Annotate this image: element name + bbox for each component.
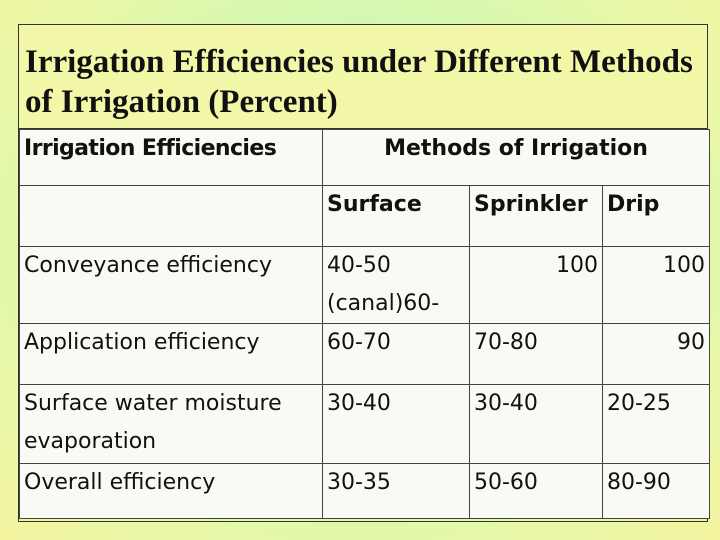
- table-row: Overall efficiency 30-35 50-60 80-90: [19, 463, 710, 519]
- table-row: Application efficiency 60-70 70-80 90: [19, 323, 710, 385]
- table-header-row: Irrigation Efficiencies Methods of Irrig…: [19, 129, 710, 186]
- row-label: Overall efficiency: [19, 463, 323, 519]
- cell-sprinkler: 50-60: [469, 463, 603, 519]
- cell-surface: 60-70: [322, 323, 470, 385]
- cell-sprinkler: 70-80: [469, 323, 603, 385]
- title-box: Irrigation Efficiencies under Different …: [19, 25, 707, 129]
- cell-sprinkler: 100: [469, 246, 603, 324]
- subheader-empty-cell: [19, 185, 323, 247]
- cell-drip: 90: [602, 323, 710, 385]
- slide: Irrigation Efficiencies under Different …: [18, 24, 710, 522]
- subheader-sprinkler: Sprinkler: [469, 185, 603, 247]
- subheader-surface: Surface: [322, 185, 470, 247]
- row-label: Application efficiency: [19, 323, 323, 385]
- cell-drip: 80-90: [602, 463, 710, 519]
- cell-surface: 30-40: [322, 384, 470, 464]
- row-label: Conveyance efficiency: [19, 246, 323, 324]
- header-irrigation-efficiencies: Irrigation Efficiencies: [19, 129, 323, 186]
- efficiency-table: Irrigation Efficiencies Methods of Irrig…: [19, 129, 710, 519]
- cell-surface: 30-35: [322, 463, 470, 519]
- cell-drip: 100: [602, 246, 710, 324]
- cell-sprinkler: 30-40: [469, 384, 603, 464]
- cell-drip: 20-25: [602, 384, 710, 464]
- table-row: Conveyance efficiency 40-50 (canal)60- 1…: [19, 246, 710, 324]
- header-methods-of-irrigation: Methods of Irrigation: [322, 129, 710, 186]
- table-row: Surface water moisture evaporation 30-40…: [19, 384, 710, 464]
- slide-title: Irrigation Efficiencies under Different …: [25, 44, 693, 120]
- row-label: Surface water moisture evaporation: [19, 384, 323, 464]
- table-subheader-row: Surface Sprinkler Drip: [19, 185, 710, 247]
- cell-surface: 40-50 (canal)60-: [322, 246, 470, 324]
- subheader-drip: Drip: [602, 185, 710, 247]
